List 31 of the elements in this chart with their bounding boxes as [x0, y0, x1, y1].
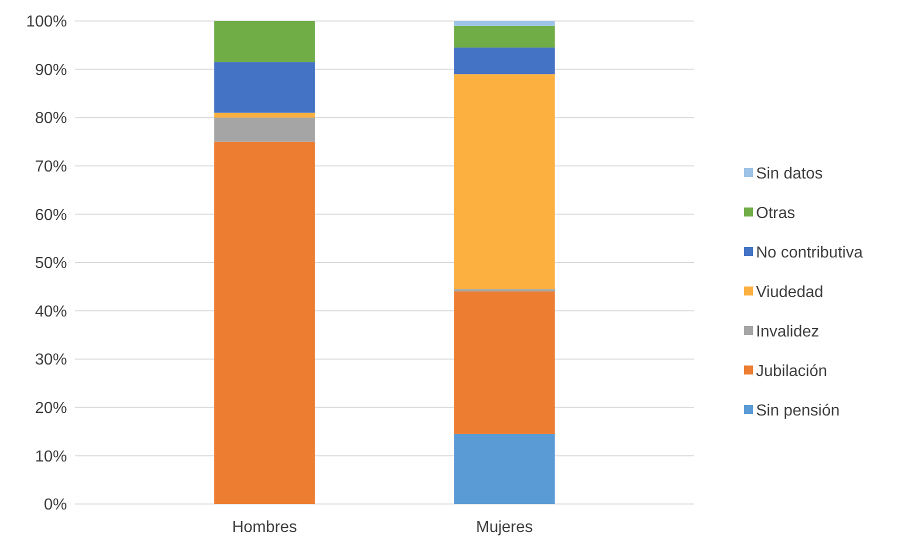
bar	[454, 26, 555, 48]
y-tick-label: 20%	[34, 400, 67, 417]
legend-label: Viudedad	[756, 284, 824, 302]
y-tick-label: 90%	[34, 62, 67, 79]
bar	[454, 48, 555, 74]
legend-label: No contributiva	[756, 244, 863, 262]
legend-label: Sin datos	[756, 166, 823, 183]
legend-label: Otras	[756, 205, 796, 222]
y-tick-label: 80%	[34, 110, 67, 128]
bar	[454, 74, 555, 290]
x-tick-label: Hombres	[232, 519, 297, 536]
y-tick-label: 10%	[34, 448, 67, 466]
bar	[214, 62, 315, 113]
y-tick-label: 60%	[34, 206, 67, 224]
x-tick-label: Mujeres	[476, 519, 533, 536]
bar	[214, 142, 315, 504]
y-tick-label: 40%	[34, 303, 67, 320]
bar	[454, 434, 555, 504]
y-tick-label: 30%	[34, 352, 67, 369]
legend-label: Jubilación	[756, 363, 828, 380]
y-tick-label: 0%	[44, 496, 67, 514]
y-tick-label: 70%	[34, 158, 67, 176]
bar	[454, 21, 555, 26]
bar	[214, 21, 315, 62]
y-tick-label: 50%	[34, 255, 67, 272]
bar	[214, 118, 315, 142]
bar	[454, 291, 555, 434]
legend-label: Invalidez	[756, 324, 820, 341]
legend-label: Sin pensión	[756, 402, 840, 420]
bar	[214, 112, 315, 118]
y-tick-label: 100%	[26, 14, 67, 31]
